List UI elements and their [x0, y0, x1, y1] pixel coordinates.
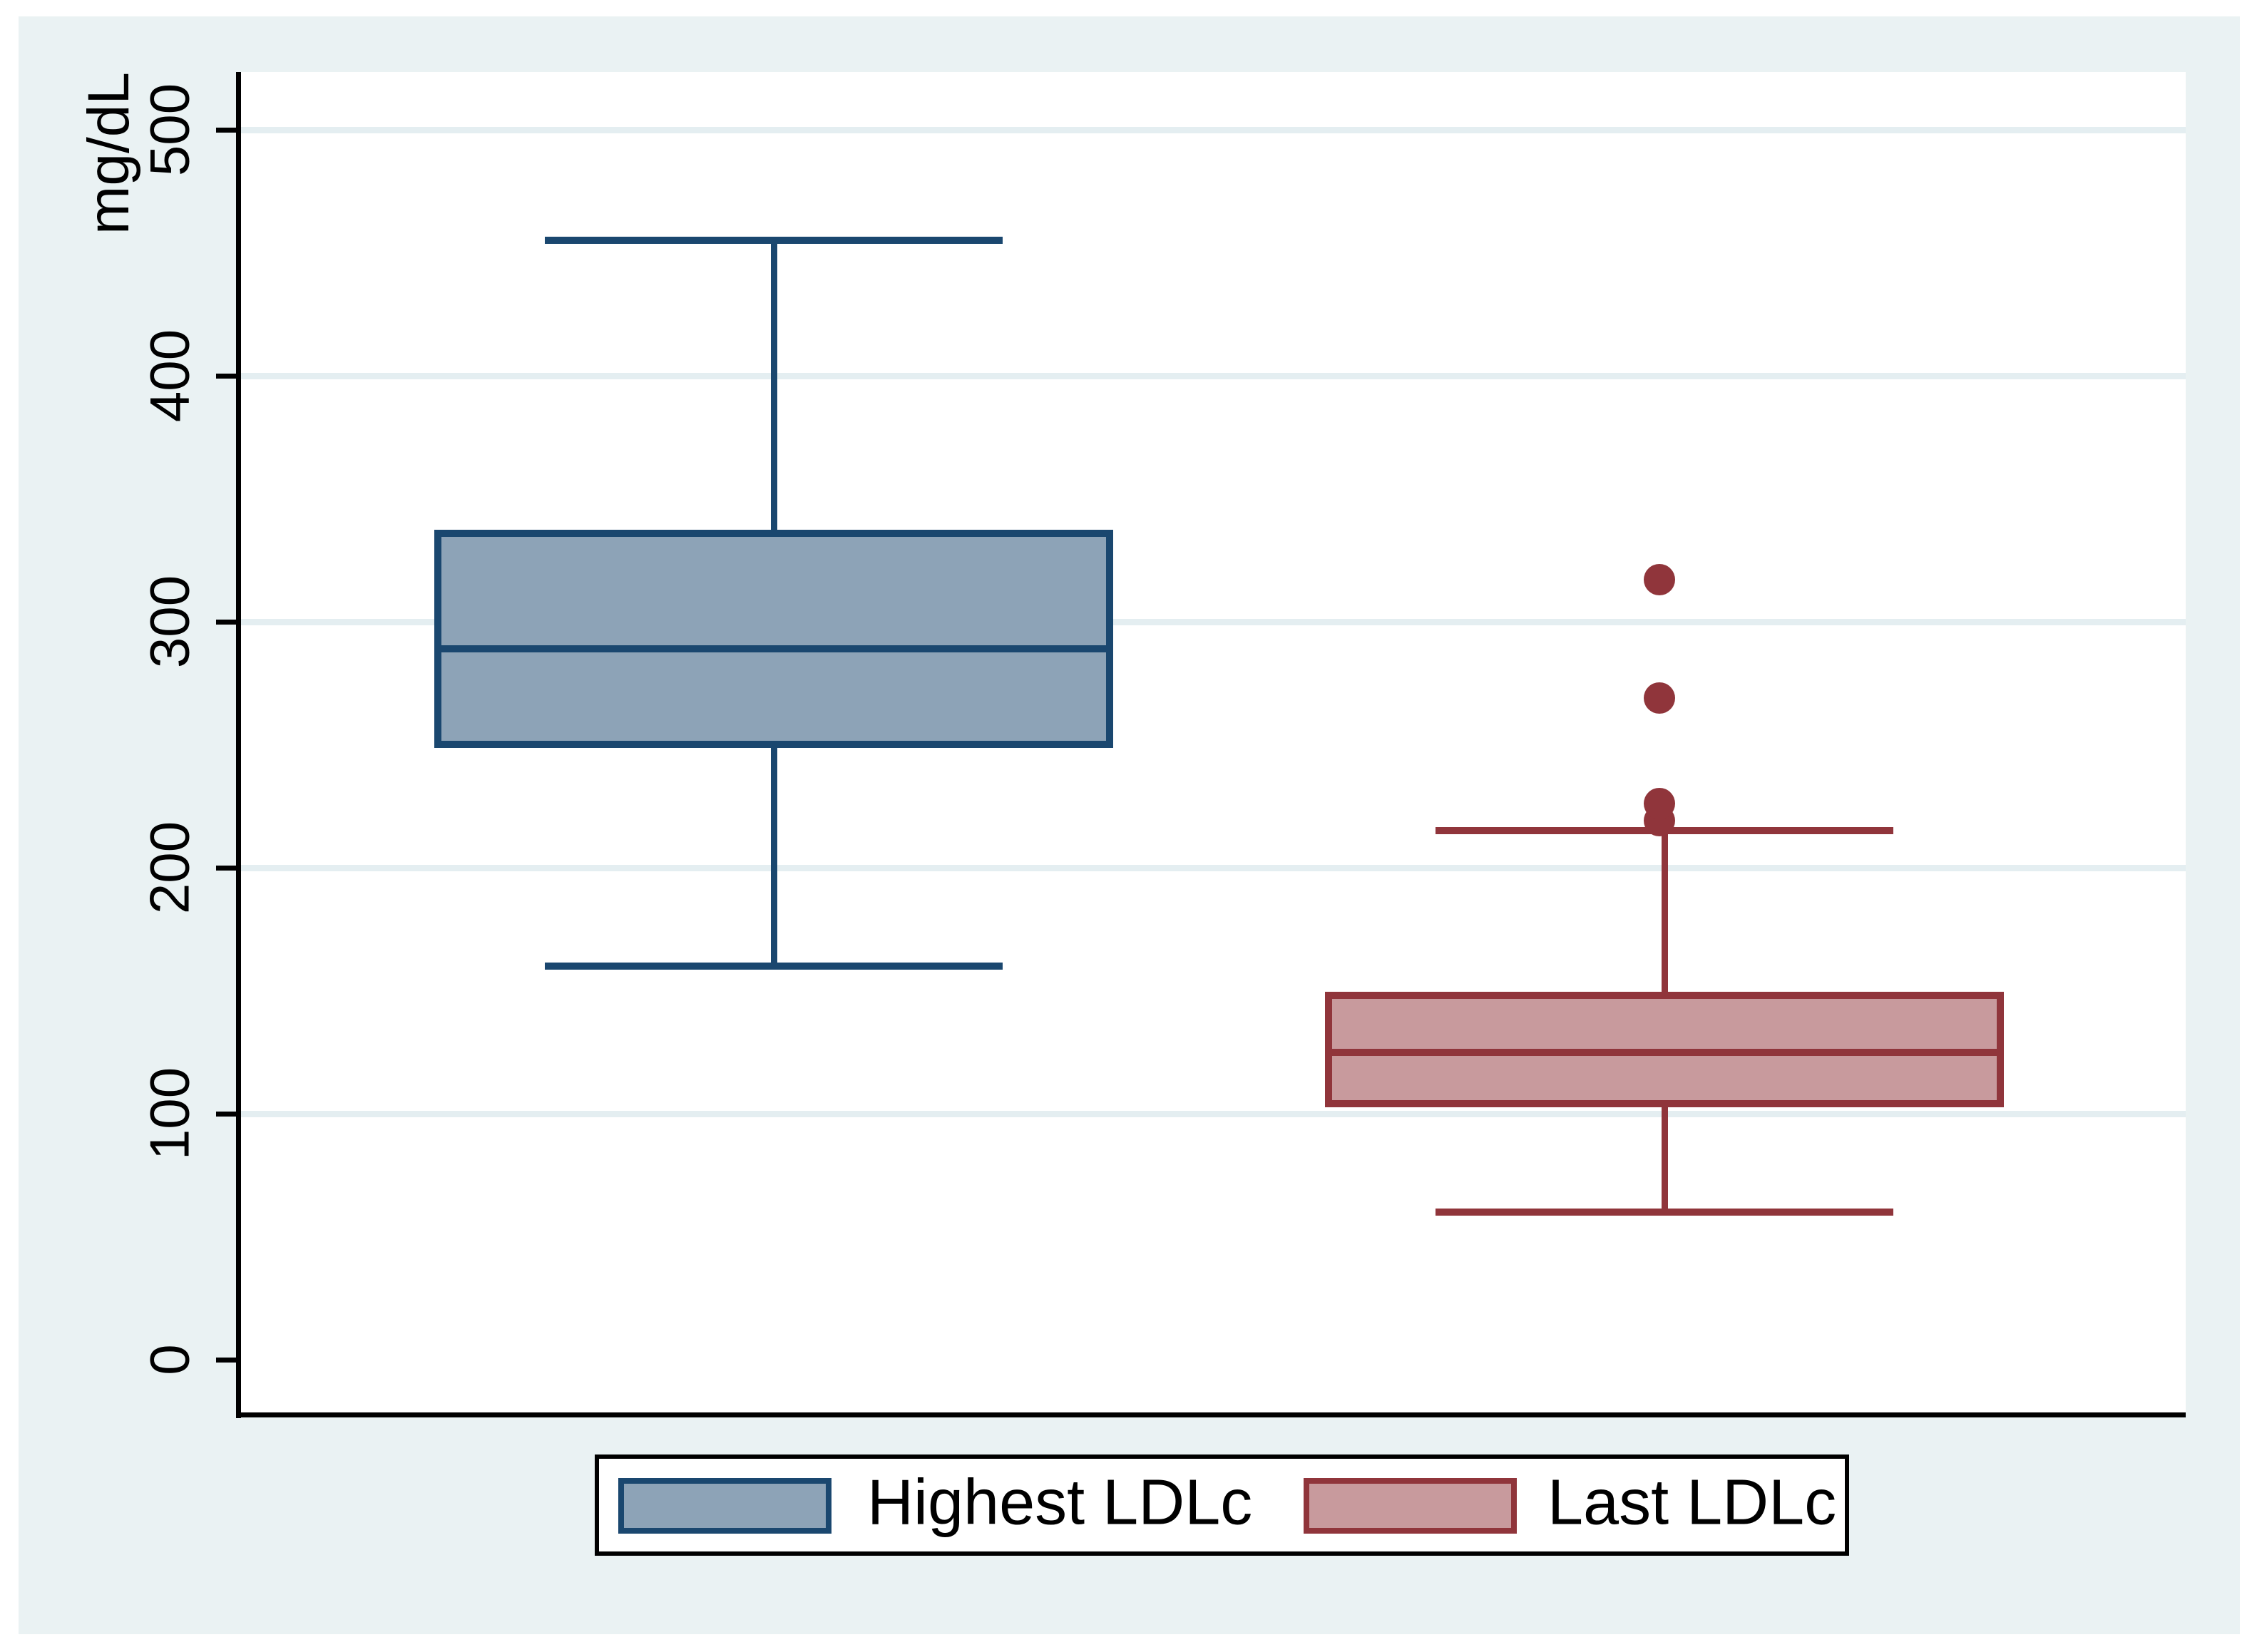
- lower-whisker-line-last-ldlc: [1662, 1104, 1668, 1212]
- outlier-point-last-ldlc-1: [1644, 788, 1675, 820]
- outlier-point-last-ldlc-2: [1644, 682, 1675, 714]
- lower-whisker-cap-highest-ldlc: [545, 963, 1003, 970]
- legend-swatch-last-ldlc: [1304, 1478, 1517, 1534]
- legend-label-last-ldlc: Last LDLc: [1547, 1467, 1837, 1539]
- y-gridline-300: [239, 619, 2186, 625]
- y-tick-200: [216, 866, 239, 871]
- y-gridline-400: [239, 373, 2186, 379]
- y-tick-label-300: 300: [138, 575, 201, 669]
- upper-whisker-cap-highest-ldlc: [545, 237, 1003, 245]
- legend-label-highest-ldlc: Highest LDLc: [867, 1467, 1253, 1539]
- upper-whisker-line-highest-ldlc: [771, 240, 777, 533]
- y-tick-500: [216, 128, 239, 133]
- lower-whisker-line-highest-ldlc: [771, 744, 777, 966]
- outlier-point-last-ldlc-3: [1644, 564, 1675, 596]
- median-line-last-ldlc: [1332, 1048, 1997, 1056]
- y-tick-label-100: 100: [138, 1067, 201, 1161]
- y-gridline-500: [239, 127, 2186, 133]
- y-tick-label-200: 200: [138, 821, 201, 915]
- y-tick-400: [216, 374, 239, 379]
- lower-whisker-cap-last-ldlc: [1436, 1209, 1893, 1216]
- legend-swatch-highest-ldlc: [618, 1478, 831, 1534]
- y-tick-100: [216, 1112, 239, 1117]
- y-tick-label-400: 400: [138, 329, 201, 423]
- box-highest-ldlc: [434, 529, 1113, 749]
- x-axis-line: [236, 1412, 2186, 1417]
- y-gridline-100: [239, 1111, 2186, 1117]
- y-tick-label-500: 500: [138, 83, 201, 177]
- y-tick-label-0: 0: [138, 1344, 201, 1375]
- legend: Highest LDLc Last LDLc: [595, 1455, 1849, 1556]
- y-axis-title: mg/dL: [76, 72, 141, 235]
- y-axis-line: [236, 72, 241, 1418]
- median-line-highest-ldlc: [441, 645, 1106, 652]
- y-gridline-200: [239, 865, 2186, 871]
- y-tick-300: [216, 620, 239, 625]
- box-last-ldlc: [1325, 992, 2004, 1108]
- y-tick-0: [216, 1358, 239, 1363]
- upper-whisker-line-last-ldlc: [1662, 831, 1668, 996]
